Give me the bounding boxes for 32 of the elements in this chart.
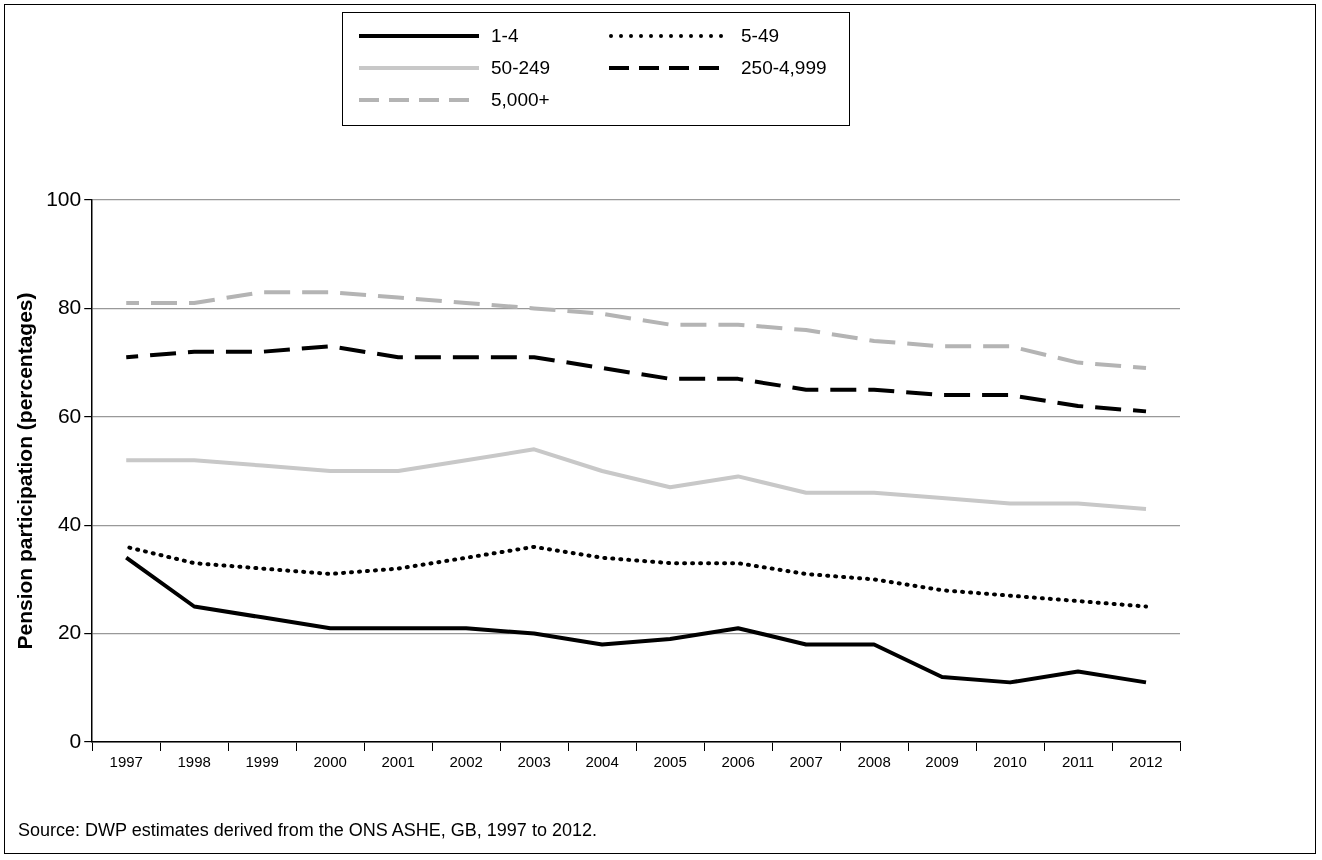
x-tick-label: 2012 xyxy=(1129,753,1163,771)
x-tick-label: 2003 xyxy=(517,753,551,771)
x-tick-label: 2004 xyxy=(585,753,619,771)
x-tick-label: 2001 xyxy=(381,753,415,771)
x-tick-label: 2005 xyxy=(653,753,687,771)
legend-label: 1-4 xyxy=(491,25,519,47)
legend-label: 250-4,999 xyxy=(741,57,827,79)
y-tick-label: 80 xyxy=(57,295,82,319)
legend-label: 5,000+ xyxy=(491,89,550,111)
x-tick-label: 1999 xyxy=(245,753,279,771)
x-tick-label: 2006 xyxy=(721,753,755,771)
x-tick-label: 2000 xyxy=(313,753,347,771)
x-tick-label: 2007 xyxy=(789,753,823,771)
y-tick-label: 20 xyxy=(57,620,82,644)
x-tick-label: 2008 xyxy=(857,753,891,771)
line-series xyxy=(124,344,1149,414)
legend-label: 50-249 xyxy=(491,57,551,79)
x-tick-label: 2002 xyxy=(449,753,483,771)
legend-label: 5-49 xyxy=(741,25,780,47)
y-tick-label: 0 xyxy=(69,728,82,752)
line-series xyxy=(124,290,1149,371)
x-tick-label: 2010 xyxy=(993,753,1027,771)
y-axis-title: Pension participation (percentages) xyxy=(13,292,37,650)
y-tick-label: 60 xyxy=(57,403,82,427)
y-tick-label: 40 xyxy=(57,512,82,535)
x-tick-label: 2011 xyxy=(1061,753,1095,771)
x-tick-label: 1997 xyxy=(109,753,143,771)
y-tick-label: 100 xyxy=(46,186,82,210)
x-tick-label: 1998 xyxy=(177,753,211,771)
x-tick-label: 2009 xyxy=(925,753,959,771)
source-note: Source: DWP estimates derived from the ONS ASHE, GB, 1997 to 2012. xyxy=(18,820,597,841)
line-series xyxy=(124,544,1149,609)
